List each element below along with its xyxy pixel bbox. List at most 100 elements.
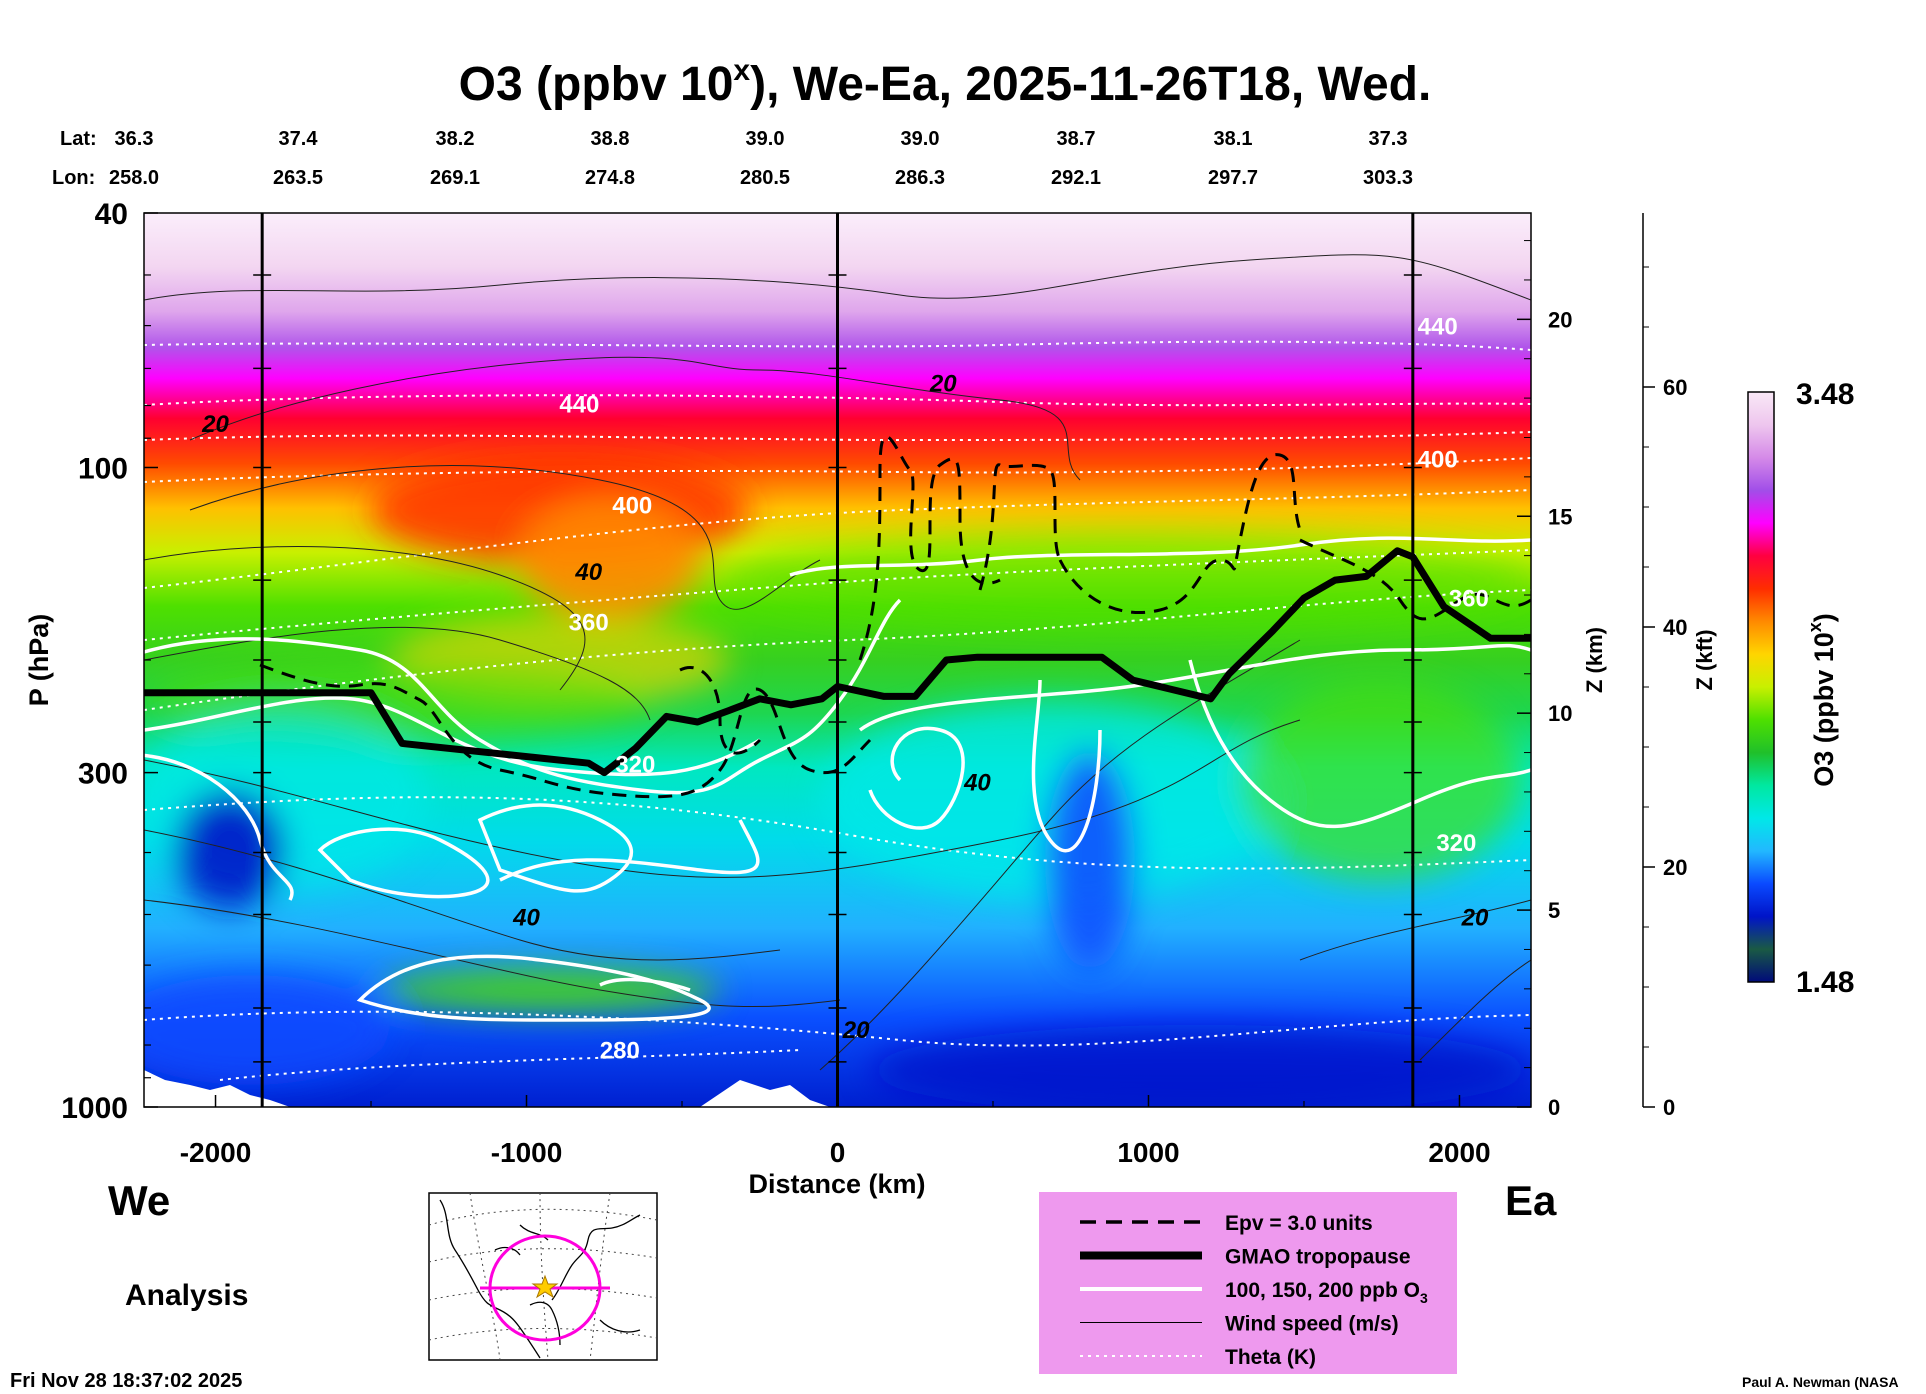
o3-contour [599, 977, 691, 992]
blue-column-blob [1045, 750, 1135, 970]
lon-value: 280.5 [740, 167, 790, 189]
blue-surface-east-blob [870, 1025, 1530, 1107]
theta-contour-label: 360 [569, 610, 609, 637]
o3-contour [1031, 679, 1102, 853]
z-kft-axis-title: Z (kft) [1692, 629, 1717, 690]
lon-value: 297.7 [1208, 167, 1258, 189]
theta-contour-labels: 440 440 400 400 360 360 320 320 280 [559, 314, 1488, 1065]
y-tick-label: 1000 [61, 1092, 128, 1125]
x-tick-label: -1000 [491, 1137, 563, 1168]
epv-contour [1299, 538, 1531, 621]
theta-contour-label: 400 [612, 492, 652, 519]
green-east-band-blob [730, 535, 1530, 625]
theta-contour [144, 549, 1531, 641]
z-km-tick-label: 0 [1548, 1095, 1560, 1120]
z-km-tick-label: 5 [1548, 898, 1560, 923]
lat-value: 36.3 [115, 128, 154, 150]
wind-contour [144, 829, 781, 961]
chart-title: O3 (ppbv 10x), We-Ea, 2025-11-26T18, Wed… [459, 54, 1432, 111]
inset-map [428, 1192, 658, 1361]
theta-contours [144, 340, 1531, 1081]
x-axis-title: Distance (km) [748, 1169, 925, 1199]
wind-contour-label: 20 [929, 370, 957, 397]
wind-contour-label: 20 [201, 411, 229, 438]
dark-blue-west-blob [175, 790, 285, 910]
theta-contour [144, 340, 1531, 351]
wind-contour-label: 20 [842, 1017, 870, 1044]
lat-value: 39.0 [901, 128, 940, 150]
wind-contour [189, 356, 1081, 481]
legend-label: Epv = 3.0 units [1225, 1212, 1373, 1235]
analysis-label: Analysis [125, 1279, 248, 1312]
z-km-tick-label: 20 [1548, 307, 1572, 332]
inset-map-center-star-icon [531, 1274, 559, 1299]
theta-contour-label: 320 [1436, 830, 1476, 857]
wind-contour [144, 719, 1301, 878]
z-kft-tick-label: 40 [1663, 615, 1687, 640]
y-tick-label: 100 [78, 452, 128, 485]
wind-contour-label: 20 [1461, 904, 1489, 931]
theta-contour-label: 400 [1418, 446, 1458, 473]
lat-label: Lat: [60, 128, 97, 150]
wind-contour [144, 254, 1531, 301]
y-axis-title: P (hPa) [24, 614, 54, 707]
wind-contour [1419, 959, 1531, 1061]
theta-contour-label: 440 [559, 391, 599, 418]
o3-contour [144, 753, 294, 901]
epv-contours [259, 435, 1531, 799]
colorbar-max-label: 3.48 [1796, 378, 1854, 411]
lat-value: 39.0 [746, 128, 785, 150]
theta-contour-label: 280 [600, 1038, 640, 1065]
wind-contour-label: 40 [574, 559, 602, 586]
terrain-mask [144, 1070, 830, 1107]
theta-contour [144, 589, 1531, 711]
wind-contour [144, 899, 841, 1008]
legend-items: Epv = 3.0 units GMAO tropopause 100, 150, … [1080, 1212, 1428, 1369]
wind-contour [819, 639, 1301, 1071]
timestamp: Fri Nov 28 18:37:02 2025 [10, 1370, 242, 1392]
wind-contour [189, 465, 821, 610]
y-tick-label: 40 [95, 198, 128, 231]
gmao-tropopause [144, 547, 1531, 777]
y-tick-label: 300 [78, 758, 128, 791]
blue-surface-west-blob [144, 975, 390, 1085]
lat-lon-header: 36.3 37.4 38.2 38.8 39.0 39.0 38.7 38.1 37.3 258.… [109, 128, 1413, 189]
colorbar-title: O3 (ppbv 10x) [1805, 613, 1839, 787]
epv-contour [259, 663, 872, 799]
lon-value: 269.1 [430, 167, 480, 189]
wind-contour [1299, 899, 1531, 961]
inset-map-coastline [439, 1199, 641, 1359]
o3-contour [1188, 659, 1531, 828]
lon-label: Lon: [52, 167, 95, 189]
lat-value: 37.4 [279, 128, 319, 150]
lat-value: 38.7 [1057, 128, 1096, 150]
colorbar-min-label: 1.48 [1796, 966, 1854, 999]
o3-contour [858, 643, 1531, 732]
axes: -2000 -1000 0 1000 2000 40 100 300 1000 0 5 10 15 20 0… [61, 198, 1687, 1168]
o3-contour [477, 803, 634, 893]
x-tick-label: 0 [830, 1137, 846, 1168]
green-lower-blob [380, 968, 720, 1012]
west-label: We [108, 1177, 170, 1224]
vertical-reference-lines [253, 213, 1422, 1107]
z-kft-tick-label: 60 [1663, 375, 1687, 400]
wind-contour-labels: 20 20 40 40 40 20 20 [201, 370, 1489, 1044]
x-tick-label: 2000 [1428, 1137, 1490, 1168]
lon-value: 286.3 [895, 167, 945, 189]
green-right-blob [1240, 680, 1520, 880]
orange-tongue-blob [520, 500, 700, 620]
o3-contour [499, 819, 760, 882]
legend-label: GMAO tropopause [1225, 1246, 1411, 1269]
legend: Epv = 3.0 units GMAO tropopause 100, 150, … [1039, 1192, 1457, 1374]
o3-contour [144, 696, 761, 777]
theta-contour [144, 394, 1531, 407]
title-superscript: x [733, 54, 750, 87]
wind-contour-label: 40 [963, 770, 991, 797]
inset-map-frame [428, 1192, 658, 1361]
lat-value: 38.2 [436, 128, 475, 150]
credit-label: Paul A. Newman (NASA [1742, 1374, 1899, 1390]
cyan-east-blob [820, 700, 1280, 900]
lat-value: 38.1 [1214, 128, 1253, 150]
